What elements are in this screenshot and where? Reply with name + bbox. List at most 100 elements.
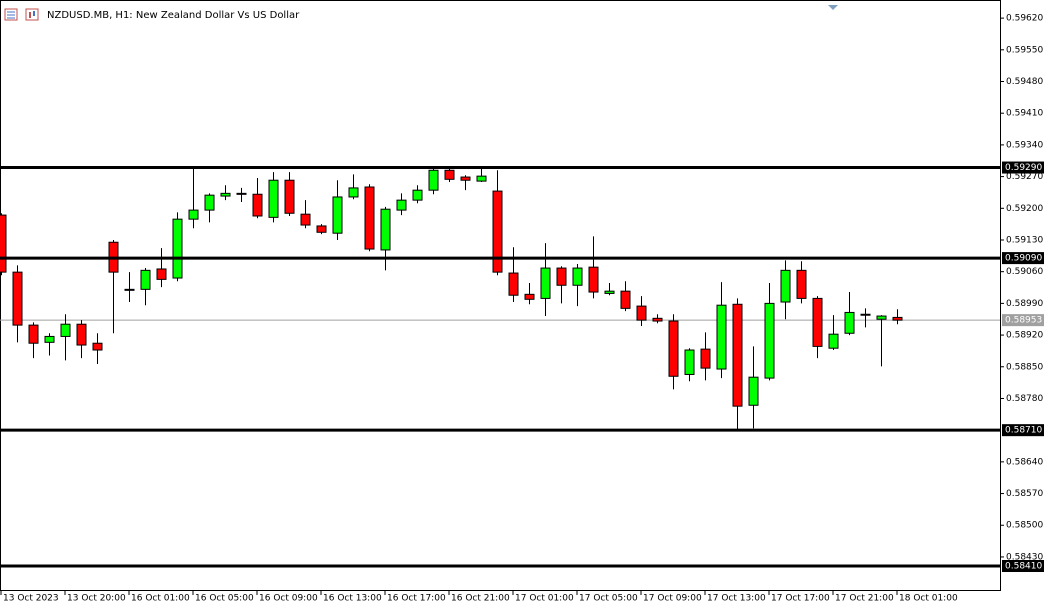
y-tick-label: 0.58570 — [1006, 489, 1043, 499]
y-tick-label: 0.58430 — [1006, 552, 1043, 562]
candle-body — [92, 342, 103, 351]
candle-body — [332, 196, 343, 234]
y-tick-label: 0.58780 — [1006, 394, 1043, 404]
y-tick-label: 0.59550 — [1006, 45, 1043, 55]
level-label-bg — [1002, 252, 1044, 265]
candle-body — [796, 269, 807, 299]
y-tick-label: 0.58500 — [1006, 521, 1043, 531]
candle-body — [188, 209, 199, 220]
candle-body — [284, 179, 295, 214]
candle-body — [588, 266, 599, 293]
y-tick-label: 0.58850 — [1006, 362, 1043, 372]
candle-body — [684, 349, 695, 375]
candle-body — [524, 293, 535, 300]
x-tick-label: 16 Oct 13:00 — [323, 594, 382, 604]
candle-body — [12, 271, 23, 326]
candle-body — [220, 192, 231, 197]
toolbar-icons — [4, 8, 39, 21]
icon — [25, 8, 39, 21]
candle-body — [844, 311, 855, 334]
candle-body — [236, 192, 247, 195]
candle-body — [348, 187, 359, 198]
candle-body — [732, 303, 743, 407]
level-label: 0.58710 — [1005, 426, 1042, 436]
level-label-bg — [1002, 161, 1044, 174]
y-tick-label: 0.59130 — [1006, 235, 1043, 245]
chart-title: NZDUSD.MB, H1: New Zealand Dollar Vs US … — [47, 10, 300, 21]
icon-bar — [29, 12, 31, 18]
x-tick-label: 16 Oct 09:00 — [259, 594, 318, 604]
candle-body — [716, 304, 727, 370]
candle-body — [252, 193, 263, 217]
candle-body — [668, 320, 679, 377]
candle-body — [780, 269, 791, 303]
candle-body — [700, 348, 711, 369]
y-tick-label: 0.59480 — [1006, 77, 1043, 87]
x-tick-label: 13 Oct 20:00 — [67, 594, 126, 604]
y-tick-label: 0.58640 — [1006, 457, 1043, 467]
candle-body — [364, 186, 375, 250]
candle-body — [828, 333, 839, 349]
candle-body — [572, 267, 583, 286]
candle-body — [748, 376, 759, 406]
candle-body — [812, 297, 823, 347]
x-tick-label: 17 Oct 13:00 — [707, 594, 766, 604]
x-tick-label: 16 Oct 17:00 — [387, 594, 446, 604]
candle-body — [860, 313, 871, 316]
y-tick-label: 0.59410 — [1006, 109, 1043, 119]
candle-body — [156, 268, 167, 280]
candle-body — [268, 179, 279, 218]
candle-body — [476, 175, 487, 182]
x-tick-label: 13 Oct 2023 — [3, 594, 59, 604]
candle-body — [0, 214, 7, 273]
candle-body — [508, 272, 519, 296]
current-price-label: 0.58953 — [1005, 316, 1042, 326]
icon-bar — [33, 11, 35, 16]
level-label: 0.58410 — [1005, 562, 1042, 572]
level-label-bg — [1002, 560, 1044, 573]
x-tick-label: 18 Oct 01:00 — [899, 594, 958, 604]
candle-body — [556, 267, 567, 286]
candle-body — [428, 169, 439, 191]
candle-body — [460, 176, 471, 181]
candle-body — [652, 317, 663, 322]
y-tick-label: 0.59340 — [1006, 140, 1043, 150]
candle-body — [764, 302, 775, 379]
candle-body — [396, 199, 407, 211]
x-tick-label: 16 Oct 21:00 — [451, 594, 510, 604]
shift-marker — [828, 5, 838, 10]
candle-body — [540, 267, 551, 299]
candle-body — [620, 290, 631, 309]
candle-body — [892, 316, 903, 321]
current-price-bg — [1002, 314, 1044, 327]
y-tick-label: 0.58990 — [1006, 299, 1043, 309]
candle-body — [204, 194, 215, 211]
candle-body — [380, 208, 391, 251]
candle-body — [636, 305, 647, 321]
x-tick-label: 17 Oct 17:00 — [771, 594, 830, 604]
candle-body — [140, 269, 151, 290]
level-label: 0.59090 — [1005, 254, 1042, 264]
y-tick-label: 0.59620 — [1006, 14, 1043, 24]
level-label-bg — [1002, 424, 1044, 437]
level-label: 0.59290 — [1005, 163, 1042, 173]
y-tick-label: 0.59060 — [1006, 267, 1043, 277]
candle-body — [444, 169, 455, 180]
x-tick-label: 17 Oct 05:00 — [579, 594, 638, 604]
plot-frame — [0, 0, 1001, 591]
x-tick-label: 17 Oct 21:00 — [835, 594, 894, 604]
x-tick-label: 17 Oct 09:00 — [643, 594, 702, 604]
candle-body — [60, 323, 71, 337]
candle-body — [316, 225, 327, 233]
y-tick-label: 0.59270 — [1006, 172, 1043, 182]
x-tick-label: 17 Oct 01:00 — [515, 594, 574, 604]
candle-body — [412, 189, 423, 201]
candle-body — [876, 315, 887, 320]
candle-body — [44, 335, 55, 343]
candle-body — [172, 218, 183, 279]
candle-body — [124, 288, 135, 291]
candle-body — [604, 290, 615, 294]
x-tick-label: 16 Oct 01:00 — [131, 594, 190, 604]
